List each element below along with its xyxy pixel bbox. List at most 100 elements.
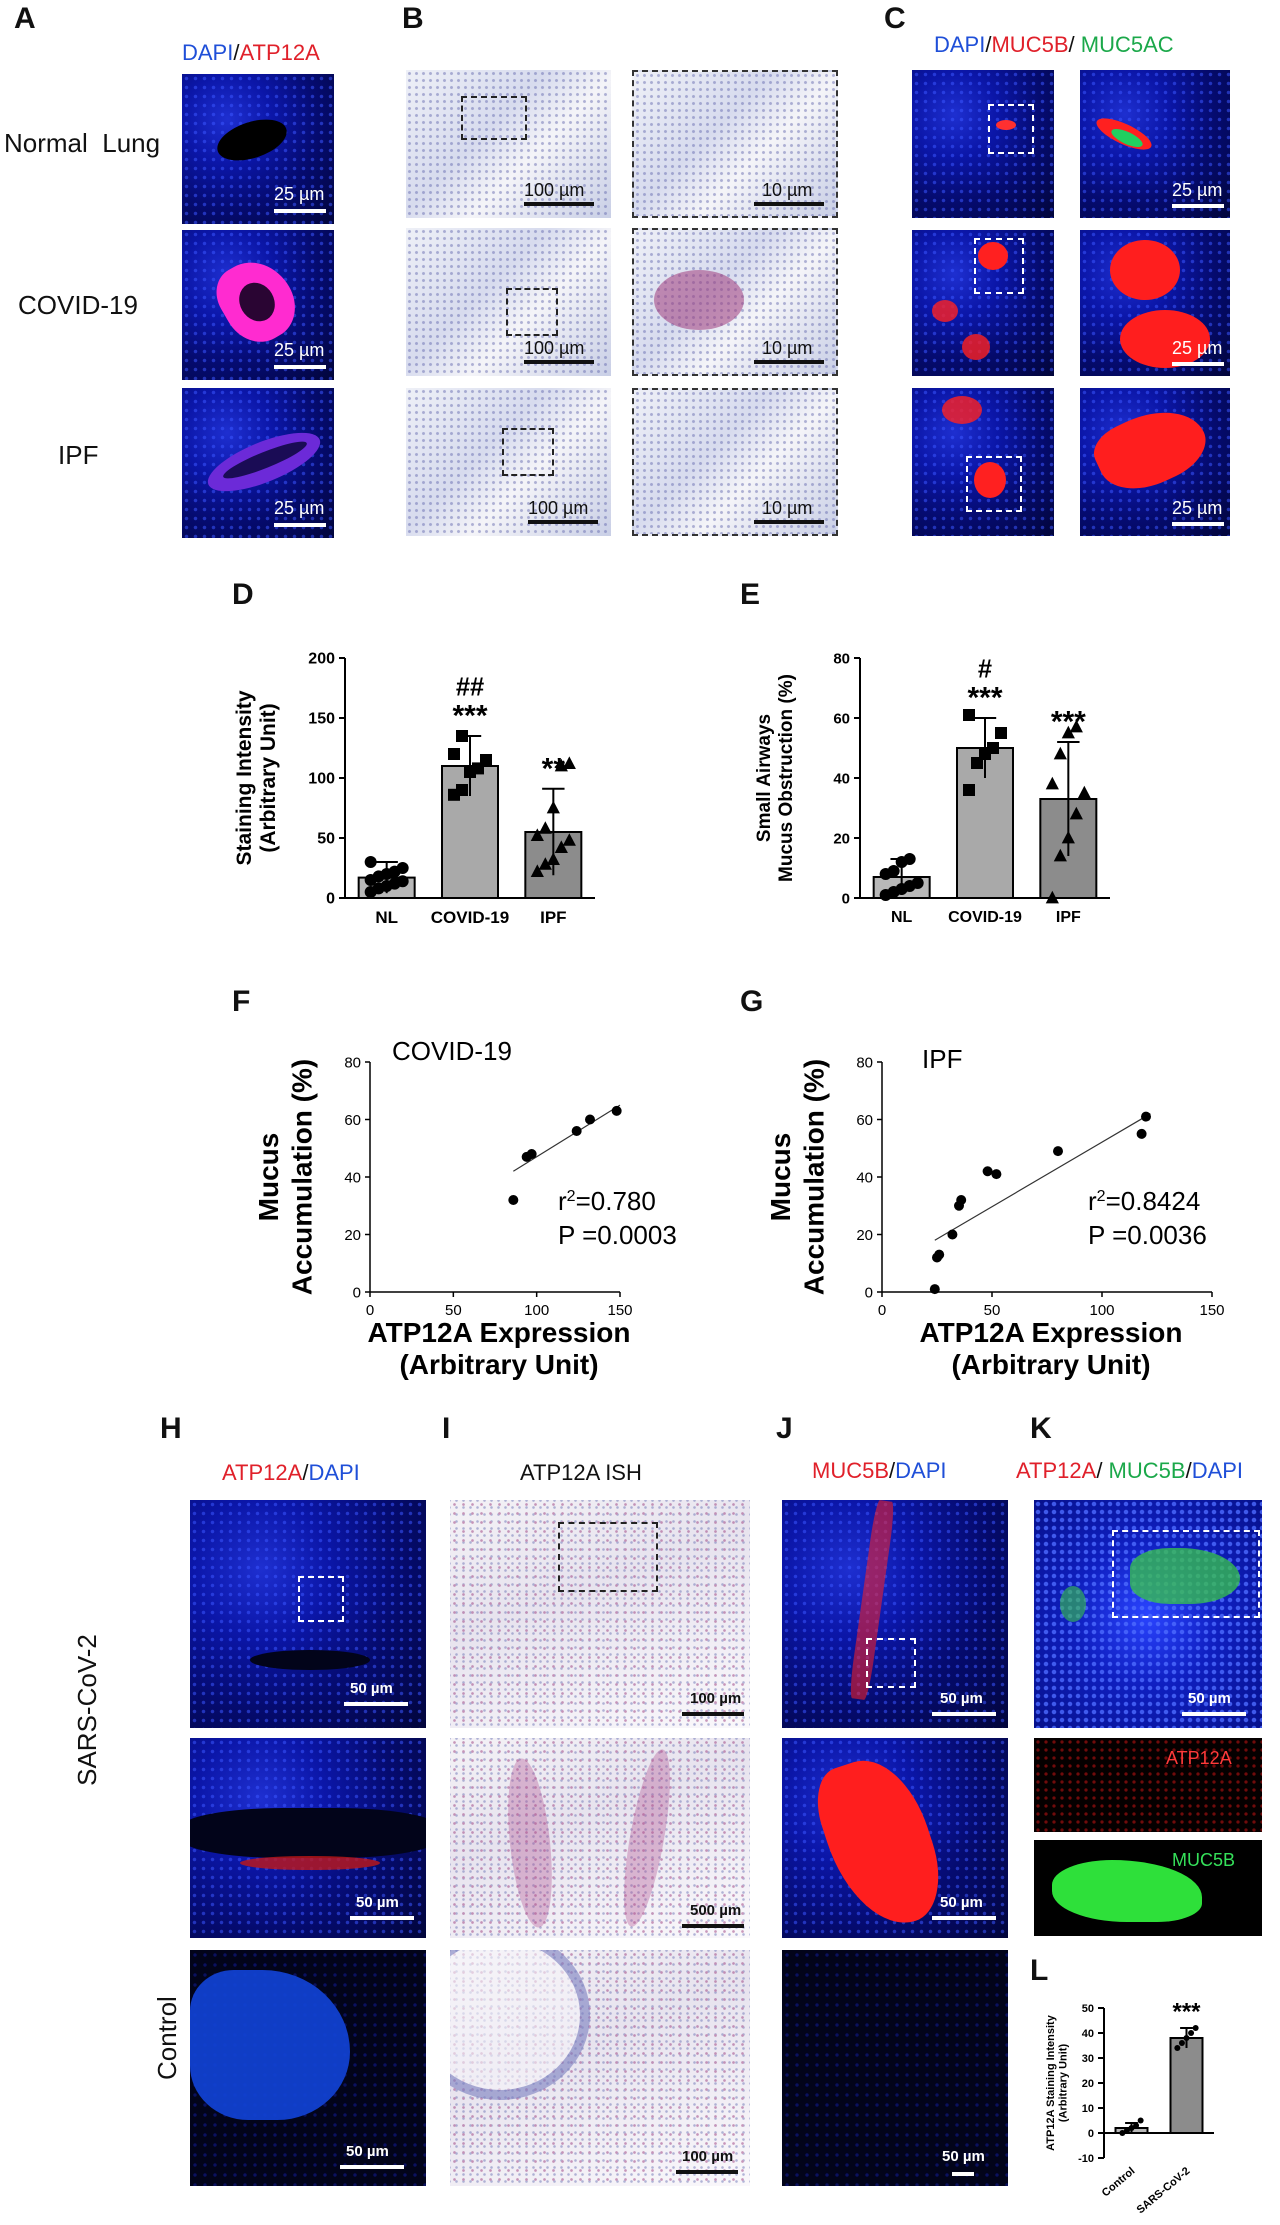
y-tick-label: 40 [833, 770, 850, 787]
x-tick-label: 100 [524, 1302, 549, 1319]
significance-label: *** [452, 700, 487, 733]
regression-line [513, 1104, 621, 1172]
panel-label-k: K [1030, 1412, 1052, 1445]
panel-label-g: G [740, 985, 764, 1018]
micrograph-k-muc5b-channel: MUC5B [1034, 1840, 1262, 1936]
atp12a-label: ATP12A [239, 40, 320, 65]
data-point [1061, 725, 1075, 739]
y-tick-label: 60 [856, 1112, 873, 1129]
y-tick-label: 20 [344, 1227, 361, 1244]
data-point [903, 853, 916, 865]
y-axis-label: Accumulation (%) [287, 1059, 318, 1295]
data-point [1141, 1111, 1151, 1122]
category-label: Control [1100, 2165, 1138, 2199]
panel-i-header: ATP12A ISH [520, 1460, 642, 1485]
row-label-normal-lung: Normal Lung [4, 128, 161, 158]
y-tick-label: 80 [833, 650, 850, 667]
y-tick-label: 20 [856, 1227, 873, 1244]
chart-l-atp12a-staining: -10 0 10 20 30 40 50 Control *** SARS-CoV-2 ATP12A… [1045, 1999, 1214, 2216]
micrograph-c-row2-overview [912, 230, 1054, 376]
data-point [1069, 806, 1083, 820]
chart-g-ipf-correlation: 0 20 40 60 80 0 50 100 150 IPF r2=0.8424 P =0.0036 A… [765, 1044, 1225, 1380]
micrograph-b-row2-zoom: 10 µm [632, 228, 838, 376]
data-point [1192, 2025, 1199, 2031]
micrograph-h-sars-zoom: 50 µm [190, 1738, 426, 1938]
data-point [456, 784, 468, 796]
y-tick-label: 60 [833, 710, 850, 727]
y-tick-label: 0 [842, 890, 850, 907]
chart-d-staining-intensity: 0 50 100 150 200 NL ***## COVID-19 ** IPF Staining… [233, 651, 595, 927]
micrograph-i-overview: 100 µm [450, 1500, 750, 1728]
data-point [364, 856, 377, 868]
category-label: IPF [1056, 909, 1081, 926]
scale-label: 25 µm [274, 340, 325, 360]
data-point [1136, 1128, 1147, 1139]
micrograph-c-row2-zoom: 25 µm [1080, 230, 1230, 376]
significance-label: *** [1051, 706, 1086, 739]
data-point [929, 1284, 940, 1295]
data-point [448, 748, 460, 760]
data-point [1053, 1146, 1063, 1157]
data-point [1053, 746, 1067, 760]
micrograph-b-row1-zoom: 10 µm [632, 70, 838, 218]
scale-bar [274, 365, 326, 369]
y-axis-label: Mucus [253, 1133, 284, 1222]
y-tick-label: 60 [344, 1112, 361, 1129]
micrograph-c-row3-overview [912, 388, 1054, 536]
y-axis-label: ATP12A Staining Intensity [1045, 2014, 1057, 2151]
panel-label-a: A [14, 2, 36, 35]
y-tick-label: 50 [317, 831, 335, 848]
chart-f-covid19-correlation: 0 20 40 60 80 0 50 100 150 COVID-19 r2=0.780 P =0.0… [253, 1036, 677, 1380]
data-point [546, 852, 560, 865]
x-tick-label: 50 [445, 1302, 462, 1319]
data-point [1174, 2045, 1181, 2051]
micrograph-b-row1-overview: 100 µm [406, 70, 611, 218]
y-tick-label: 80 [344, 1054, 361, 1071]
category-label: COVID-19 [948, 909, 1022, 926]
y-tick-label: 0 [353, 1284, 361, 1301]
x-axis-label: (Arbitrary Unit) [399, 1349, 598, 1380]
panel-c-header: DAPI/MUC5B/ MUC5AC [934, 32, 1174, 57]
data-point [526, 1149, 537, 1159]
y-tick-label: 0 [326, 891, 335, 908]
data-point [456, 730, 468, 742]
data-point [1045, 776, 1059, 790]
y-tick-label: 30 [1082, 2053, 1094, 2065]
significance-label: ## [456, 674, 484, 702]
panel-label-h: H [160, 1412, 182, 1445]
micrograph-j-zoom: 50 µm [782, 1738, 1008, 1938]
r-squared-label: r2=0.8424 [1088, 1186, 1200, 1216]
dapi-label: DAPI [182, 40, 234, 65]
data-point [1061, 830, 1075, 844]
category-label: SARS-CoV-2 [1135, 2165, 1193, 2216]
y-tick-label: 200 [308, 651, 335, 668]
category-label: NL [375, 908, 398, 927]
data-point [571, 1126, 582, 1136]
micrograph-i-zoom: 500 µm [450, 1738, 750, 1938]
panel-j-header: MUC5B/DAPI [812, 1458, 947, 1483]
row-label-control: Control [152, 1996, 182, 2080]
data-point [1137, 2117, 1144, 2124]
data-point [963, 709, 975, 721]
data-point [1128, 2125, 1135, 2131]
y-tick-label: 40 [344, 1169, 361, 1186]
micrograph-c-row1-overview [912, 70, 1054, 218]
y-axis-label: (Arbitrary Unit) [1058, 2044, 1070, 2123]
y-axis-label: Staining Intensity [233, 690, 256, 865]
chart-title: IPF [922, 1044, 962, 1074]
data-point [611, 1105, 622, 1116]
data-point [585, 1114, 595, 1125]
micrograph-j-overview: 50 µm [782, 1500, 1008, 1728]
panel-label-c: C [884, 2, 906, 35]
data-point [963, 784, 975, 796]
data-point [1045, 890, 1059, 904]
y-axis-label: Small Airways [754, 714, 775, 842]
p-value-label: P =0.0003 [558, 1220, 677, 1250]
y-axis-label: (Arbitrary Unit) [257, 703, 280, 852]
y-tick-label: 150 [308, 711, 335, 728]
data-point [562, 756, 576, 769]
data-point [546, 800, 560, 814]
data-point [1178, 2040, 1185, 2046]
data-point [956, 1195, 967, 1205]
micrograph-j-control: 50 µm [782, 1950, 1008, 2186]
